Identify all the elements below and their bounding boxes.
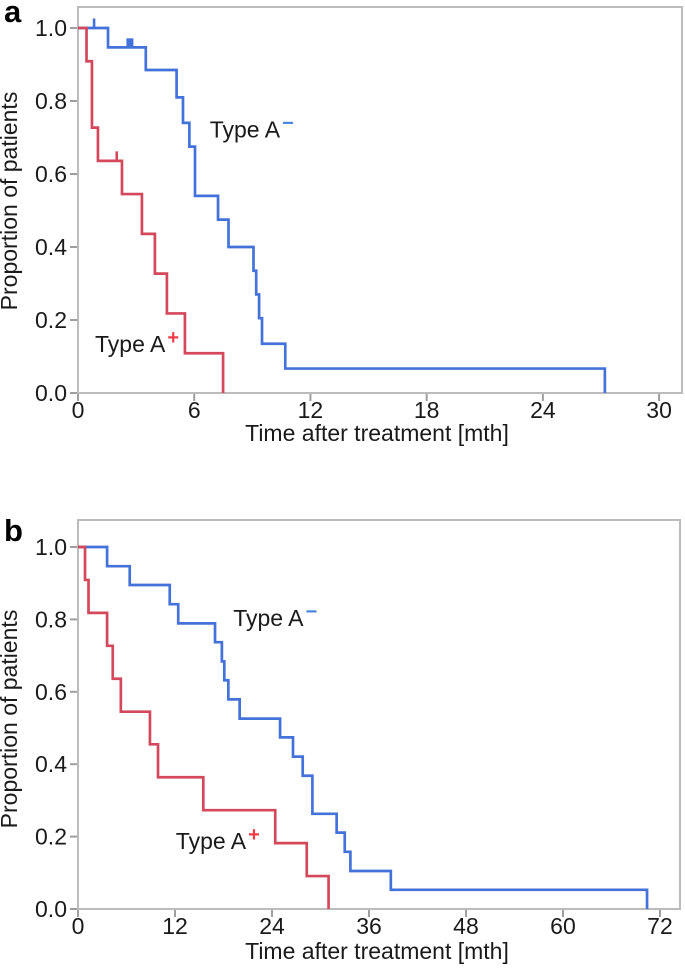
x-tick-label: 48 xyxy=(453,913,479,939)
x-tick-label: 0 xyxy=(72,397,85,423)
plot-area-a: 0 6 12 18 24 30 1.0 0.8 0.6 0.4 0.2 0.0 Type A − Type … xyxy=(35,6,683,423)
y-tick-label: 0.8 xyxy=(35,606,67,632)
x-tick-label: 24 xyxy=(530,397,556,423)
curve-label-superscript: + xyxy=(248,824,260,846)
y-tick-label: 0.0 xyxy=(35,380,67,406)
x-tick-label: 60 xyxy=(550,913,576,939)
y-tick-label: 0.6 xyxy=(35,161,67,187)
y-tick-label: 0.2 xyxy=(35,307,67,333)
curve-label-superscript: − xyxy=(282,113,294,135)
curve-label: Type A − xyxy=(233,601,317,631)
panel-b: b Proportion of patients Time after trea… xyxy=(0,513,681,964)
series-type-a-positive xyxy=(78,545,330,909)
y-axis-label-a: Proportion of patients xyxy=(0,92,22,311)
panel-letter-a: a xyxy=(4,0,22,29)
plot-frame xyxy=(77,6,683,394)
y-tick-label: 1.0 xyxy=(35,15,67,41)
censor-square-type-a-negative xyxy=(126,38,134,48)
curve-label: Type A − xyxy=(210,113,294,143)
x-tick-label: 72 xyxy=(647,913,673,939)
series-type-a-negative xyxy=(78,545,649,909)
curve-label-superscript: − xyxy=(306,601,318,623)
y-tick-label: 0.4 xyxy=(35,751,67,777)
panel-letter-b: b xyxy=(4,513,23,548)
y-tick-label: 0.2 xyxy=(35,824,67,850)
curve-label-superscript: + xyxy=(167,327,179,349)
x-axis-label-a: Time after treatment [mth] xyxy=(245,420,509,446)
x-tick-label: 18 xyxy=(414,397,440,423)
y-tick-label: 0.4 xyxy=(35,234,67,260)
y-tick-label: 1.0 xyxy=(35,534,67,560)
x-tick-label: 36 xyxy=(356,913,382,939)
x-tick-label: 12 xyxy=(162,913,188,939)
x-tick-label: 24 xyxy=(259,913,285,939)
panel-a: a Proportion of patients Time after trea… xyxy=(0,0,683,446)
y-axis-label-b: Proportion of patients xyxy=(0,610,22,829)
x-axis-label-b: Time after treatment [mth] xyxy=(245,938,509,964)
plot-frame xyxy=(77,519,681,910)
x-tick-label: 30 xyxy=(646,397,672,423)
series-type-a-negative xyxy=(78,26,607,393)
y-tick-label: 0.0 xyxy=(35,896,67,922)
x-tick-label: 0 xyxy=(72,913,85,939)
y-tick-label: 0.8 xyxy=(35,88,67,114)
plot-area-b: 0 12 24 36 48 60 72 1.0 0.8 0.6 0.4 0.2 0.0 Type A − Ty… xyxy=(35,519,681,939)
series-type-a-positive xyxy=(78,26,225,393)
curve-label: Type A + xyxy=(176,824,260,854)
x-tick-label: 12 xyxy=(298,397,324,423)
x-tick-label: 6 xyxy=(188,397,201,423)
y-tick-label: 0.6 xyxy=(35,679,67,705)
curve-label: Type A + xyxy=(95,327,179,357)
